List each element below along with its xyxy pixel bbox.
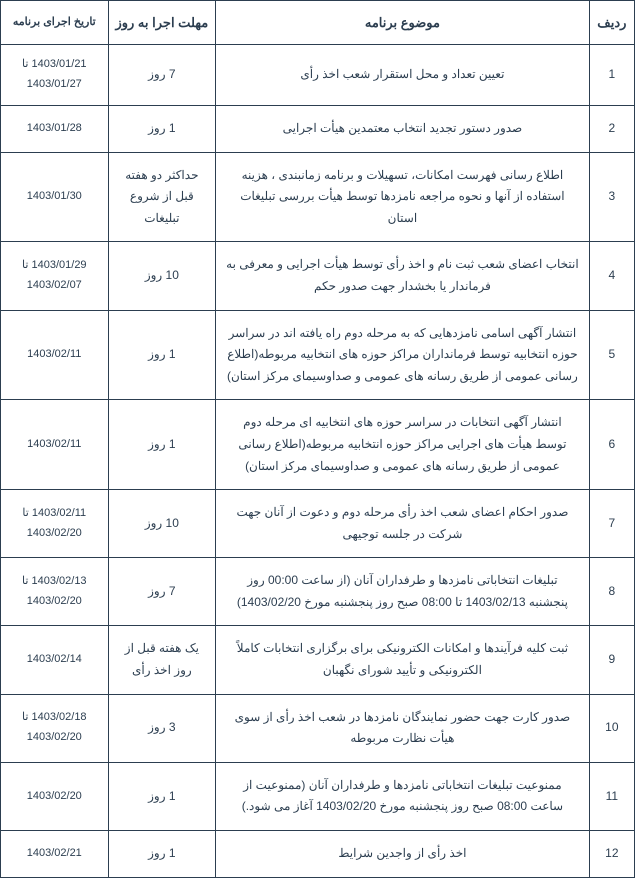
cell-date: 1403/01/30 xyxy=(1,152,109,242)
header-row: ردیف موضوع برنامه مهلت اجرا به روز تاریخ… xyxy=(1,1,635,45)
cell-date: 1403/02/11 xyxy=(1,400,109,490)
header-date: تاریخ اجرای برنامه xyxy=(1,1,109,45)
cell-deadline: 1 روز xyxy=(108,400,216,490)
cell-subject: صدور احکام اعضای شعب اخذ رأی مرحله دوم و… xyxy=(216,490,590,558)
cell-num: 7 xyxy=(589,490,634,558)
header-num: ردیف xyxy=(589,1,634,45)
cell-date: 1403/02/14 xyxy=(1,626,109,694)
cell-date: 1403/02/21 xyxy=(1,831,109,878)
cell-date: 1403/02/11 تا 1403/02/20 xyxy=(1,490,109,558)
cell-subject: تبلیغات انتخاباتی نامزدها و طرفداران آنا… xyxy=(216,558,590,626)
cell-num: 2 xyxy=(589,105,634,152)
cell-date: 1403/02/18 تا 1403/02/20 xyxy=(1,694,109,762)
cell-num: 5 xyxy=(589,310,634,400)
table-row: 9ثبت کلیه فرآیندها و امکانات الکترونیکی … xyxy=(1,626,635,694)
cell-subject: اخذ رأی از واجدین شرایط xyxy=(216,831,590,878)
cell-deadline: 1 روز xyxy=(108,831,216,878)
cell-date: 1403/02/13 تا 1403/02/20 xyxy=(1,558,109,626)
table-row: 6انتشار آگهی انتخابات در سراسر حوزه های … xyxy=(1,400,635,490)
cell-num: 3 xyxy=(589,152,634,242)
cell-deadline: 3 روز xyxy=(108,694,216,762)
cell-deadline: 1 روز xyxy=(108,762,216,830)
header-subject: موضوع برنامه xyxy=(216,1,590,45)
cell-deadline: حداکثر دو هفته قبل از شروع تبلیغات xyxy=(108,152,216,242)
table-row: 7صدور احکام اعضای شعب اخذ رأی مرحله دوم … xyxy=(1,490,635,558)
cell-date: 1403/01/28 xyxy=(1,105,109,152)
table-row: 11ممنوعیت تبلیغات انتخاباتی نامزدها و طر… xyxy=(1,762,635,830)
cell-date: 1403/01/21 تا 1403/01/27 xyxy=(1,45,109,106)
cell-deadline: 7 روز xyxy=(108,558,216,626)
cell-date: 1403/02/20 xyxy=(1,762,109,830)
table-row: 8تبلیغات انتخاباتی نامزدها و طرفداران آن… xyxy=(1,558,635,626)
cell-subject: ثبت کلیه فرآیندها و امکانات الکترونیکی ب… xyxy=(216,626,590,694)
cell-num: 12 xyxy=(589,831,634,878)
cell-subject: ممنوعیت تبلیغات انتخاباتی نامزدها و طرفد… xyxy=(216,762,590,830)
cell-num: 8 xyxy=(589,558,634,626)
table-row: 3اطلاع رسانی فهرست امکانات، تسهیلات و بر… xyxy=(1,152,635,242)
table-row: 1تعیین تعداد و محل استقرار شعب اخذ رأی7 … xyxy=(1,45,635,106)
cell-num: 11 xyxy=(589,762,634,830)
cell-subject: انتشار آگهی اسامی نامزدهایی که به مرحله … xyxy=(216,310,590,400)
cell-num: 4 xyxy=(589,242,634,310)
cell-num: 1 xyxy=(589,45,634,106)
cell-date: 1403/02/11 xyxy=(1,310,109,400)
table-row: 2صدور دستور تجدید انتخاب معتمدین هیأت اج… xyxy=(1,105,635,152)
table-row: 5انتشار آگهی اسامی نامزدهایی که به مرحله… xyxy=(1,310,635,400)
header-deadline: مهلت اجرا به روز xyxy=(108,1,216,45)
cell-subject: انتشار آگهی انتخابات در سراسر حوزه های ا… xyxy=(216,400,590,490)
cell-deadline: یک هفته قبل از روز اخذ رأی xyxy=(108,626,216,694)
cell-subject: انتخاب اعضای شعب ثبت نام و اخذ رأی توسط … xyxy=(216,242,590,310)
cell-subject: تعیین تعداد و محل استقرار شعب اخذ رأی xyxy=(216,45,590,106)
table-row: 4انتخاب اعضای شعب ثبت نام و اخذ رأی توسط… xyxy=(1,242,635,310)
cell-deadline: 7 روز xyxy=(108,45,216,106)
cell-deadline: 10 روز xyxy=(108,490,216,558)
cell-date: 1403/01/29 تا 1403/02/07 xyxy=(1,242,109,310)
cell-subject: اطلاع رسانی فهرست امکانات، تسهیلات و برن… xyxy=(216,152,590,242)
table-row: 10صدور کارت جهت حضور نمایندگان نامزدها د… xyxy=(1,694,635,762)
cell-num: 9 xyxy=(589,626,634,694)
cell-deadline: 10 روز xyxy=(108,242,216,310)
cell-subject: صدور کارت جهت حضور نمایندگان نامزدها در … xyxy=(216,694,590,762)
cell-deadline: 1 روز xyxy=(108,105,216,152)
schedule-table: ردیف موضوع برنامه مهلت اجرا به روز تاریخ… xyxy=(0,0,635,878)
cell-num: 10 xyxy=(589,694,634,762)
cell-num: 6 xyxy=(589,400,634,490)
table-row: 12اخذ رأی از واجدین شرایط1 روز1403/02/21 xyxy=(1,831,635,878)
cell-subject: صدور دستور تجدید انتخاب معتمدین هیأت اجر… xyxy=(216,105,590,152)
cell-deadline: 1 روز xyxy=(108,310,216,400)
